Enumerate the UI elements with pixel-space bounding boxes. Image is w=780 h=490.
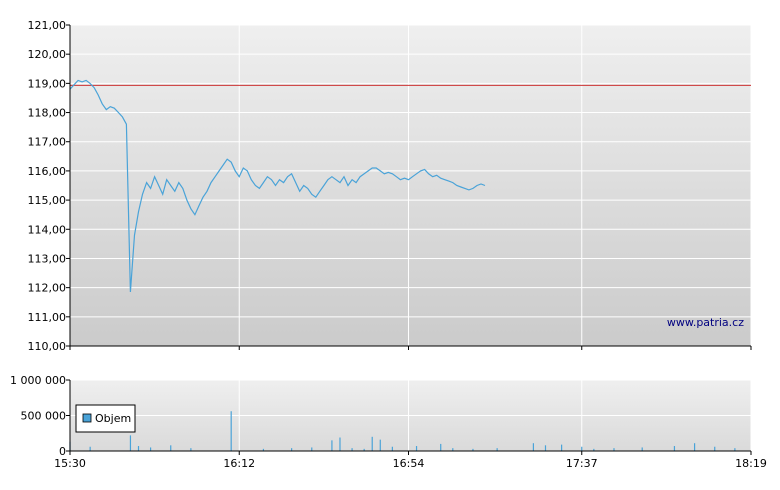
price-y-tick-label: 110,00 [28,340,67,353]
volume-y-tick-label: 0 [59,445,66,458]
price-y-tick-label: 120,00 [28,48,67,61]
volume-bar [339,437,341,451]
volume-bar [311,447,313,451]
volume-bar [363,448,365,451]
volume-bar [440,443,442,451]
volume-bar [129,435,132,451]
volume-bar [170,445,172,451]
price-y-tick-label: 116,00 [28,165,67,178]
volume-bars [69,411,736,451]
volume-y-tick-label: 500 000 [21,410,67,423]
volume-bar [149,447,152,451]
price-series-line [69,79,486,293]
price-plot-area [70,25,751,346]
volume-bar [581,446,583,451]
price-y-tick-label: 114,00 [28,223,67,236]
x-tick-label: 17:37 [566,457,598,470]
volume-bar [371,436,373,451]
x-tick-label: 16:54 [393,457,425,470]
volume-y-tick-label: 1 000 000 [10,374,66,387]
price-y-tick-label: 118,00 [28,107,67,120]
legend-swatch [82,413,92,423]
volume-bar [351,448,353,451]
volume-panel: 1 000 000 500 000 0 15:30 16:12 16:54 17:37 18… [10,374,767,470]
volume-x-axis-ticks: 15:30 16:12 16:54 17:37 18:19 [54,451,767,470]
volume-bar [291,448,293,451]
volume-bar [532,443,535,451]
volume-bar [472,448,474,451]
volume-bar [734,448,736,451]
volume-bar [391,446,393,451]
price-y-tick-label: 113,00 [28,252,67,265]
volume-y-axis: 1 000 000 500 000 0 [10,374,70,458]
volume-bar [593,448,595,451]
volume-bar [230,411,232,451]
volume-bar [415,446,418,451]
price-y-tick-label: 117,00 [28,136,67,149]
volume-bar [137,446,140,451]
price-y-axis: 121,00 120,00 119,00 118,00 117,00 116,00 115,… [28,19,70,353]
volume-bar [190,448,192,451]
volume-bar [331,440,333,451]
volume-bar [544,445,547,451]
legend-label: Objem [95,412,131,425]
volume-bar [262,448,265,451]
legend: Objem [75,404,136,433]
volume-bar [561,444,563,451]
price-y-tick-label: 121,00 [28,19,67,32]
price-panel: 121,00 120,00 119,00 118,00 117,00 116,00 115,… [28,19,752,353]
price-y-tick-label: 111,00 [28,311,67,324]
volume-bar [379,439,381,451]
volume-bar [89,446,91,451]
x-tick-label: 15:30 [54,457,86,470]
price-x-tickmarks [69,346,752,350]
volume-bar [452,448,454,451]
watermark-text: www.patria.cz [667,316,744,329]
x-tick-label: 16:12 [223,457,255,470]
volume-bar [714,446,716,451]
volume-bar [613,448,615,451]
volume-bar [641,447,643,451]
price-y-tick-label: 119,00 [28,77,67,90]
price-y-tick-label: 112,00 [28,282,67,295]
volume-bar [673,446,676,451]
x-tick-label: 18:19 [735,457,767,470]
volume-bar [693,443,696,451]
volume-bar [496,448,498,451]
price-y-tick-label: 115,00 [28,194,67,207]
